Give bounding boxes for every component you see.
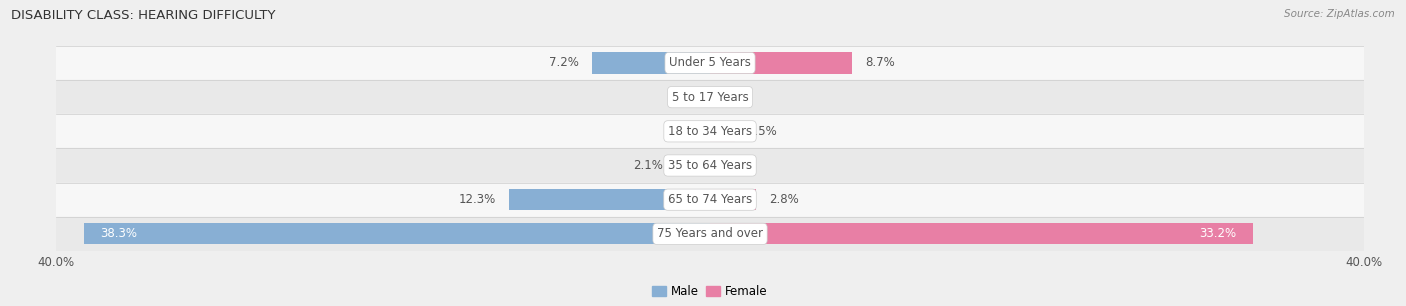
Text: 2.1%: 2.1% bbox=[633, 159, 662, 172]
Text: Source: ZipAtlas.com: Source: ZipAtlas.com bbox=[1284, 9, 1395, 19]
Text: 33.2%: 33.2% bbox=[1199, 227, 1236, 240]
Text: 12.3%: 12.3% bbox=[458, 193, 496, 206]
Bar bbox=[676, 155, 710, 176]
Bar bbox=[56, 80, 1364, 114]
Bar bbox=[509, 189, 710, 210]
Legend: Male, Female: Male, Female bbox=[648, 280, 772, 302]
Bar bbox=[710, 189, 756, 210]
Bar bbox=[592, 52, 710, 73]
Text: Under 5 Years: Under 5 Years bbox=[669, 57, 751, 69]
Bar bbox=[56, 217, 1364, 251]
Text: 38.3%: 38.3% bbox=[100, 227, 138, 240]
Text: 7.2%: 7.2% bbox=[550, 57, 579, 69]
Bar bbox=[56, 114, 1364, 148]
Text: 18 to 34 Years: 18 to 34 Years bbox=[668, 125, 752, 138]
Text: 8.7%: 8.7% bbox=[865, 57, 896, 69]
Bar bbox=[710, 121, 734, 142]
Text: 75 Years and over: 75 Years and over bbox=[657, 227, 763, 240]
Bar bbox=[710, 52, 852, 73]
Text: 0.0%: 0.0% bbox=[723, 91, 752, 104]
Text: 65 to 74 Years: 65 to 74 Years bbox=[668, 193, 752, 206]
Bar bbox=[84, 223, 710, 244]
Text: 5 to 17 Years: 5 to 17 Years bbox=[672, 91, 748, 104]
Bar bbox=[56, 148, 1364, 183]
Bar bbox=[56, 46, 1364, 80]
Text: 35 to 64 Years: 35 to 64 Years bbox=[668, 159, 752, 172]
Text: 1.5%: 1.5% bbox=[748, 125, 778, 138]
Text: DISABILITY CLASS: HEARING DIFFICULTY: DISABILITY CLASS: HEARING DIFFICULTY bbox=[11, 9, 276, 22]
Text: 2.8%: 2.8% bbox=[769, 193, 799, 206]
Text: 0.0%: 0.0% bbox=[668, 125, 697, 138]
Text: 0.0%: 0.0% bbox=[668, 91, 697, 104]
Text: 0.0%: 0.0% bbox=[723, 159, 752, 172]
Bar bbox=[56, 183, 1364, 217]
Bar bbox=[710, 223, 1253, 244]
